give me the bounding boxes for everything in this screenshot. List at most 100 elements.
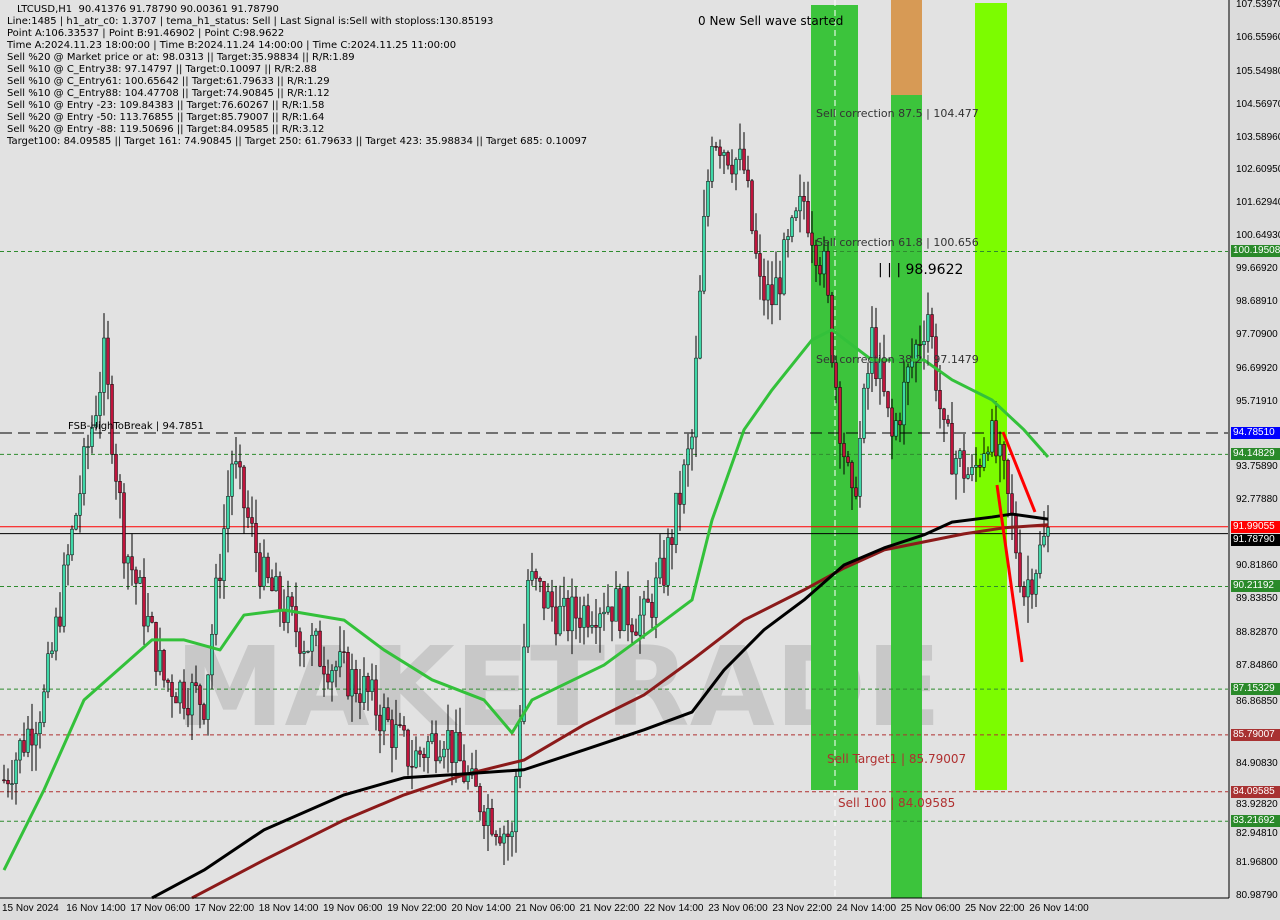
price-tick-label: 100.64930 <box>1236 230 1280 242</box>
candle-body <box>142 576 146 627</box>
candle-body <box>650 602 654 618</box>
candle-body <box>818 265 822 275</box>
price-tick-label: 97.70900 <box>1236 328 1278 340</box>
candle-body <box>206 674 210 720</box>
time-tick-label: 23 Nov 22:00 <box>772 903 832 914</box>
candle-body <box>626 586 630 626</box>
candle-body <box>1002 444 1006 461</box>
candle-body <box>554 606 558 635</box>
candle-body <box>770 284 774 306</box>
candle-body <box>146 616 150 627</box>
candle-body <box>130 556 134 571</box>
time-tick-label: 21 Nov 22:00 <box>579 903 640 914</box>
candle-body <box>378 714 382 732</box>
signal-band-top <box>891 0 922 95</box>
info-line: Point A:106.33537 | Point B:91.46902 | P… <box>7 28 285 39</box>
candle-body <box>714 146 718 148</box>
time-tick-label: 17 Nov 22:00 <box>194 903 255 914</box>
candle-body <box>418 750 422 755</box>
candle-body <box>578 617 582 628</box>
sell-target1-label: Sell Target1 | 85.79007 <box>827 752 967 766</box>
price-tick-label: 93.75890 <box>1236 461 1278 473</box>
candle-body <box>334 666 338 671</box>
candle-body <box>866 373 870 389</box>
candle-body <box>358 693 362 703</box>
candle-body <box>654 577 658 618</box>
price-tick-label: 83.92820 <box>1236 798 1278 810</box>
price-level-tag: 94.14829 <box>1231 448 1280 461</box>
info-line: Line:1485 | h1_atr_c0: 1.3707 | tema_h1_… <box>7 16 494 27</box>
candle-body <box>82 446 86 494</box>
time-tick-label: 22 Nov 14:00 <box>644 903 704 914</box>
price-tick-label: 98.68910 <box>1236 296 1278 307</box>
candle-body <box>98 392 102 416</box>
candle-body <box>546 591 550 609</box>
candle-body <box>386 707 390 721</box>
candle-body <box>746 169 750 182</box>
candle-body <box>86 446 90 448</box>
time-tick-label: 18 Nov 14:00 <box>258 903 319 914</box>
candle-body <box>970 467 974 475</box>
candle-body <box>814 244 818 266</box>
candle-body <box>726 152 730 166</box>
candle-body <box>638 614 642 636</box>
candle-body <box>374 679 378 716</box>
candle-body <box>126 556 130 564</box>
candle-body <box>262 556 266 587</box>
price-tick-label: 101.62940 <box>1236 197 1280 209</box>
candle-body <box>890 407 894 437</box>
candle-body <box>938 390 942 410</box>
candle-body <box>30 728 34 746</box>
candle-body <box>582 605 586 628</box>
candle-body <box>350 669 354 697</box>
candle-body <box>370 679 374 692</box>
candle-body <box>722 152 726 156</box>
price-tick-label: 96.69920 <box>1236 362 1278 374</box>
candle-body <box>102 337 106 393</box>
candle-body <box>574 596 578 619</box>
info-line: Sell %10 @ C_Entry38: 97.14797 || Target… <box>7 64 317 75</box>
candle-body <box>338 651 342 668</box>
candle-body <box>774 277 778 306</box>
candle-body <box>18 740 22 761</box>
price-level-tag: 84.09585 <box>1231 785 1280 798</box>
candle-body <box>486 808 490 826</box>
candle-body <box>366 676 370 692</box>
candle-body <box>694 357 698 438</box>
price-tick-label: 88.82870 <box>1236 626 1278 638</box>
candle-body <box>538 578 542 582</box>
candle-body <box>974 465 978 468</box>
price-tick-label: 87.84860 <box>1236 659 1278 671</box>
candle-body <box>682 464 686 505</box>
candle-body <box>198 685 202 705</box>
candle-body <box>858 438 862 497</box>
candle-body <box>1034 573 1038 595</box>
candle-body <box>930 314 934 337</box>
candle-body <box>526 580 530 648</box>
candle-body <box>698 290 702 359</box>
candle-body <box>230 463 234 497</box>
time-tick-label: 17 Nov 06:00 <box>130 903 190 914</box>
candle-body <box>778 277 782 295</box>
candle-body <box>90 426 94 447</box>
candle-body <box>570 596 574 632</box>
price-tick-label: 107.53970 <box>1236 0 1280 10</box>
candle-body <box>10 783 14 785</box>
fsb-label: FSB-HighToBreak | 94.7851 <box>68 421 204 432</box>
candle-body <box>178 681 182 704</box>
candle-body <box>1006 460 1010 494</box>
candle-body <box>50 650 54 655</box>
candle-body <box>942 408 946 420</box>
candle-body <box>246 507 250 518</box>
price-tick-label: 95.71910 <box>1236 395 1278 407</box>
candle-body <box>658 557 662 579</box>
candle-body <box>234 461 238 465</box>
candle-body <box>6 780 10 785</box>
candle-body <box>26 728 30 753</box>
price-tick-label: 99.66920 <box>1236 263 1278 275</box>
candle-body <box>34 733 38 746</box>
candle-body <box>786 236 790 240</box>
candle-body <box>950 423 954 475</box>
info-line: Sell %20 @ Entry -88: 119.50696 || Targe… <box>7 124 325 135</box>
